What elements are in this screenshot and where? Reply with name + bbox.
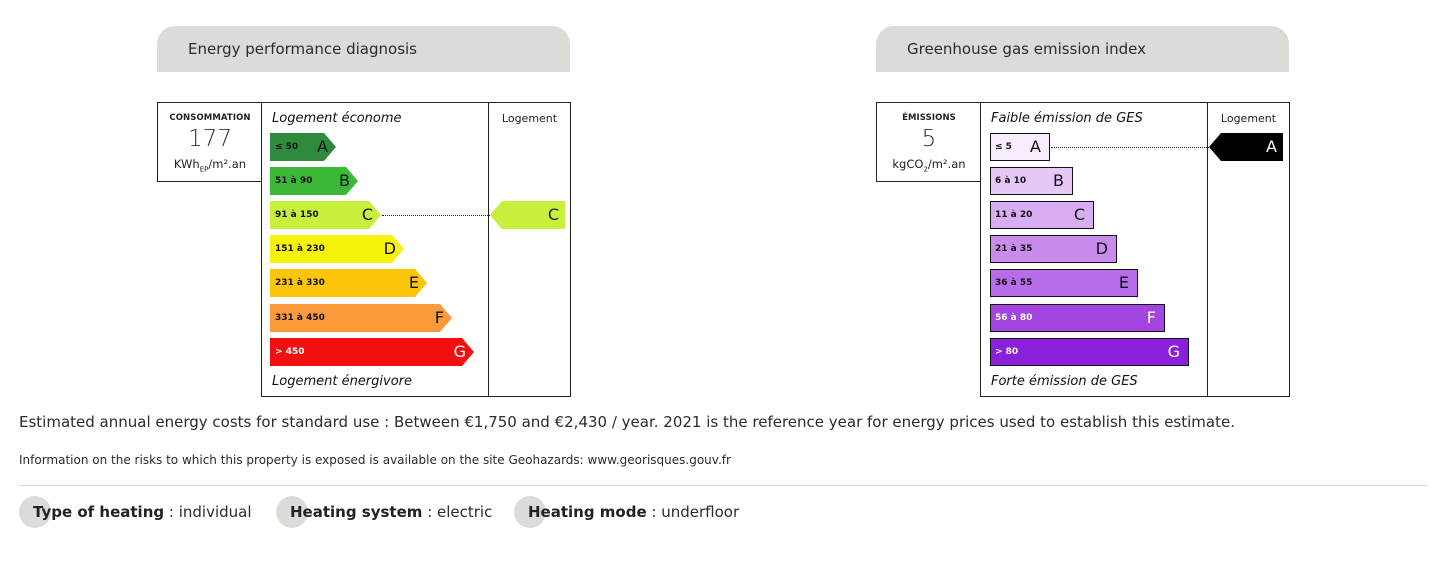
ges-current-class-indicator: A [1209,133,1283,161]
emissions-heading: ÉMISSIONS [902,113,956,123]
energy-class-g-bar: > 450 G [270,338,474,366]
ges-class-g-bar: > 80 G [990,338,1189,366]
energy-class-a-bar: ≤ 50 A [270,133,336,161]
energy-class-c-bar: 91 à 150 C [270,201,381,229]
divider [19,485,1428,486]
risks-info-text: Information on the risks to which this p… [19,453,731,467]
energy-current-class-indicator: C [490,201,565,229]
spec-label: Heating mode [528,503,647,521]
energy-tab-title: Energy performance diagnosis [188,40,417,58]
ges-tab-title: Greenhouse gas emission index [907,40,1147,58]
energy-bottom-caption: Logement énergivore [272,374,413,389]
spec-value: : individual [164,503,252,521]
energy-costs-text: Estimated annual energy costs for standa… [19,413,1235,431]
ges-class-b-bar: 6 à 10 B [990,167,1073,195]
energy-indicator-line [382,215,490,216]
ges-indicator-line [1051,147,1209,148]
energy-class-b-bar: 51 à 90 B [270,167,358,195]
ges-class-e-bar: 36 à 55 E [990,269,1138,297]
ges-class-c-bar: 11 à 20 C [990,201,1094,229]
ges-class-d-bar: 21 à 35 D [990,235,1117,263]
consumption-heading: CONSOMMATION [169,113,251,123]
energy-class-d-bar: 151 à 230 D [270,235,404,263]
emissions-value: 5 [921,126,937,152]
ges-class-a-bar: ≤ 5 A [990,133,1050,161]
ges-logement-label: Logement [1220,112,1277,125]
energy-top-caption: Logement économe [272,111,402,126]
spec-value: : underfloor [646,503,740,521]
spec-heating-mode: Heating mode : underfloor [514,496,754,528]
ges-tab: Greenhouse gas emission index [876,26,1289,72]
energy-class-e-bar: 231 à 330 E [270,269,427,297]
emissions-unit: kgCO2/m².an [892,157,966,174]
spec-value: : electric [422,503,493,521]
bullet-dot-icon [19,496,51,528]
ges-emissions-box: ÉMISSIONS 5 kgCO2/m².an [876,102,982,182]
ges-top-caption: Faible émission de GES [991,111,1143,126]
bullet-dot-icon [276,496,308,528]
energy-consumption-box: CONSOMMATION 177 KWhEP/m².an [157,102,263,182]
energy-class-f-bar: 331 à 450 F [270,304,452,332]
ges-class-f-bar: 56 à 80 F [990,304,1165,332]
spec-label: Heating system [290,503,423,521]
spec-label: Type of heating [33,503,165,521]
spec-type-of-heating: Type of heating : individual [19,496,259,528]
ges-bottom-caption: Forte émission de GES [991,374,1138,389]
bullet-dot-icon [514,496,546,528]
energy-logement-panel: Logement [488,102,571,397]
spec-heating-system: Heating system : electric [276,496,506,528]
consumption-value: 177 [188,126,232,152]
energy-tab: Energy performance diagnosis [157,26,570,72]
energy-logement-label: Logement [501,112,558,125]
consumption-unit: KWhEP/m².an [173,157,247,174]
